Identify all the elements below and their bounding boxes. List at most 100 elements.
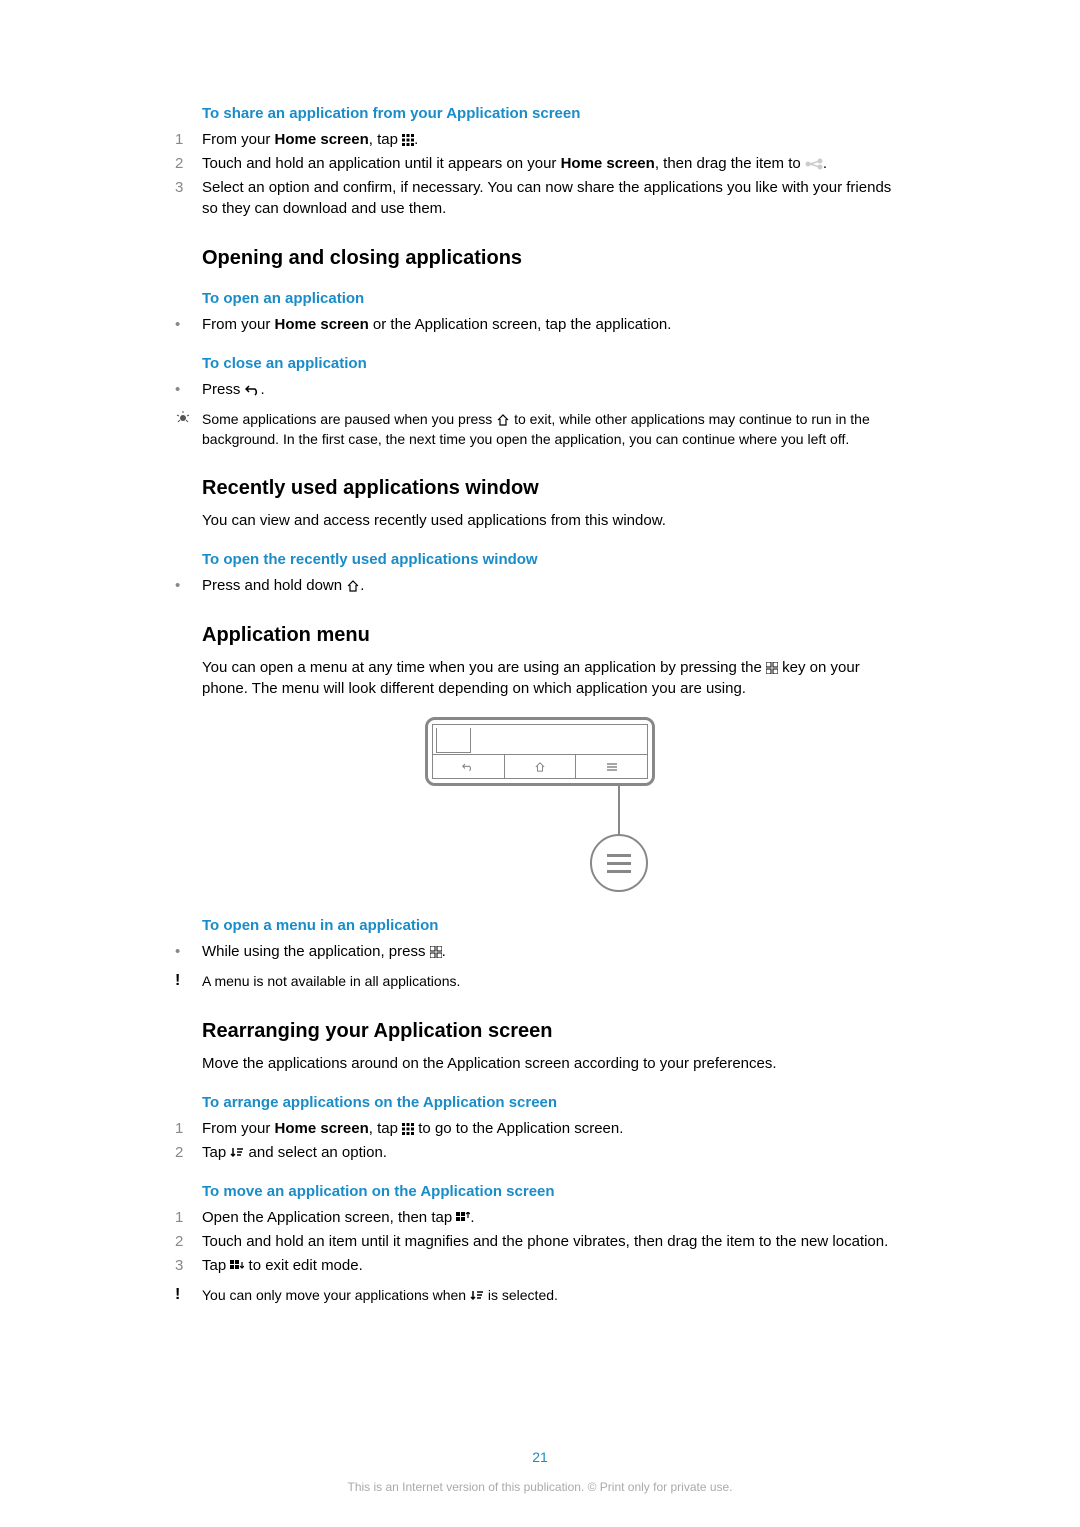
step-row: 2 Touch and hold an application until it… xyxy=(175,153,905,174)
text: Press xyxy=(202,381,245,398)
phone-app-window xyxy=(436,728,471,753)
exit-edit-icon xyxy=(230,1260,244,1272)
body-text: You can view and access recently used ap… xyxy=(202,510,905,531)
step-text: Select an option and confirm, if necessa… xyxy=(202,177,905,219)
hamburger-icon xyxy=(607,854,631,873)
sort-icon xyxy=(470,1289,484,1303)
text: While using the application, press xyxy=(202,943,430,960)
text: and select an option. xyxy=(244,1144,387,1161)
heading-close-app: To close an application xyxy=(202,355,905,372)
body-text: Move the applications around on the Appl… xyxy=(202,1053,905,1074)
text: Tap xyxy=(202,1144,230,1161)
tip-row: Some applications are paused when you pr… xyxy=(175,410,905,449)
step-number: 1 xyxy=(175,1207,202,1228)
heading-arrange-apps: To arrange applications on the Applicati… xyxy=(202,1094,905,1111)
home-icon xyxy=(496,414,510,426)
page-content: To share an application from your Applic… xyxy=(0,0,1080,1305)
exclamation-icon: ! xyxy=(175,972,202,990)
page-number: 21 xyxy=(0,1449,1080,1465)
phone-home-btn xyxy=(505,755,577,778)
heading-rearranging: Rearranging your Application screen xyxy=(202,1020,905,1043)
text: , tap xyxy=(369,131,402,148)
text: Some applications are paused when you pr… xyxy=(202,411,496,427)
heading-app-menu: Application menu xyxy=(202,624,905,647)
body-text: You can open a menu at any time when you… xyxy=(202,657,905,699)
callout-line xyxy=(618,786,620,834)
step-row: 3 Tap to exit edit mode. xyxy=(175,1255,905,1276)
footer-text: This is an Internet version of this publ… xyxy=(0,1480,1080,1494)
step-text: Touch and hold an application until it a… xyxy=(202,153,905,174)
step-number: 3 xyxy=(175,1255,202,1276)
step-row: 1 Open the Application screen, then tap … xyxy=(175,1207,905,1228)
step-text: Press . xyxy=(202,379,905,400)
step-text: From your Home screen, tap to go to the … xyxy=(202,1118,905,1139)
grid-icon xyxy=(402,1123,414,1135)
phone-outline xyxy=(425,717,655,786)
heading-open-app: To open an application xyxy=(202,290,905,307)
heading-opening-closing: Opening and closing applications xyxy=(202,247,905,270)
bullet-row: • From your Home screen or the Applicati… xyxy=(175,314,905,335)
bold-text: Home screen xyxy=(275,316,369,333)
heading-move-app: To move an application on the Applicatio… xyxy=(202,1183,905,1200)
share-icon xyxy=(805,158,823,170)
menu-key-icon xyxy=(430,946,442,958)
warn-row: ! A menu is not available in all applica… xyxy=(175,972,905,992)
warn-text: You can only move your applications when… xyxy=(202,1286,905,1306)
text: Press and hold down xyxy=(202,577,346,594)
step-text: Open the Application screen, then tap . xyxy=(202,1207,905,1228)
step-row: 2 Tap and select an option. xyxy=(175,1142,905,1163)
step-number: 3 xyxy=(175,177,202,198)
text: . xyxy=(414,131,418,148)
step-row: 1 From your Home screen, tap to go to th… xyxy=(175,1118,905,1139)
phone-diagram xyxy=(175,717,905,892)
text: or the Application screen, tap the appli… xyxy=(369,316,672,333)
phone-navbar xyxy=(433,754,647,778)
bullet: • xyxy=(175,314,202,335)
text: . xyxy=(360,577,364,594)
text: to exit edit mode. xyxy=(244,1257,362,1274)
step-text: Tap to exit edit mode. xyxy=(202,1255,905,1276)
warn-text: A menu is not available in all applicati… xyxy=(202,972,905,992)
step-text: Tap and select an option. xyxy=(202,1142,905,1163)
step-row: 3 Select an option and confirm, if neces… xyxy=(175,177,905,219)
heading-recently-used: Recently used applications window xyxy=(202,477,905,500)
home-icon xyxy=(346,580,360,592)
bold-text: Home screen xyxy=(275,1120,369,1137)
text: . xyxy=(470,1209,474,1226)
text: . xyxy=(261,381,265,398)
text: Touch and hold an application until it a… xyxy=(202,155,561,172)
edit-grid-icon xyxy=(456,1212,470,1224)
text: From your xyxy=(202,1120,275,1137)
text: to go to the Application screen. xyxy=(414,1120,623,1137)
heading-open-menu: To open a menu in an application xyxy=(202,917,905,934)
bullet-row: • Press . xyxy=(175,379,905,400)
text: You can only move your applications when xyxy=(202,1287,470,1303)
tip-text: Some applications are paused when you pr… xyxy=(202,410,905,449)
text: From your xyxy=(202,131,275,148)
step-text: From your Home screen or the Application… xyxy=(202,314,905,335)
text: From your xyxy=(202,316,275,333)
step-text: While using the application, press . xyxy=(202,941,905,962)
text: Tap xyxy=(202,1257,230,1274)
back-icon xyxy=(245,384,261,396)
step-number: 2 xyxy=(175,1231,202,1252)
text: , then drag the item to xyxy=(655,155,805,172)
step-text: Touch and hold an item until it magnifie… xyxy=(202,1231,905,1252)
warn-row: ! You can only move your applications wh… xyxy=(175,1286,905,1306)
step-number: 1 xyxy=(175,129,202,150)
bullet: • xyxy=(175,379,202,400)
heading-share-app: To share an application from your Applic… xyxy=(202,105,905,122)
bullet: • xyxy=(175,575,202,596)
text: You can open a menu at any time when you… xyxy=(202,659,766,676)
lightbulb-icon xyxy=(175,410,202,429)
sort-icon xyxy=(230,1146,244,1160)
heading-open-recent: To open the recently used applications w… xyxy=(202,551,905,568)
text: Open the Application screen, then tap xyxy=(202,1209,456,1226)
text: . xyxy=(823,155,827,172)
step-row: 2 Touch and hold an item until it magnif… xyxy=(175,1231,905,1252)
bold-text: Home screen xyxy=(561,155,655,172)
bullet: • xyxy=(175,941,202,962)
phone-screen xyxy=(432,724,648,779)
step-number: 2 xyxy=(175,1142,202,1163)
step-number: 2 xyxy=(175,153,202,174)
